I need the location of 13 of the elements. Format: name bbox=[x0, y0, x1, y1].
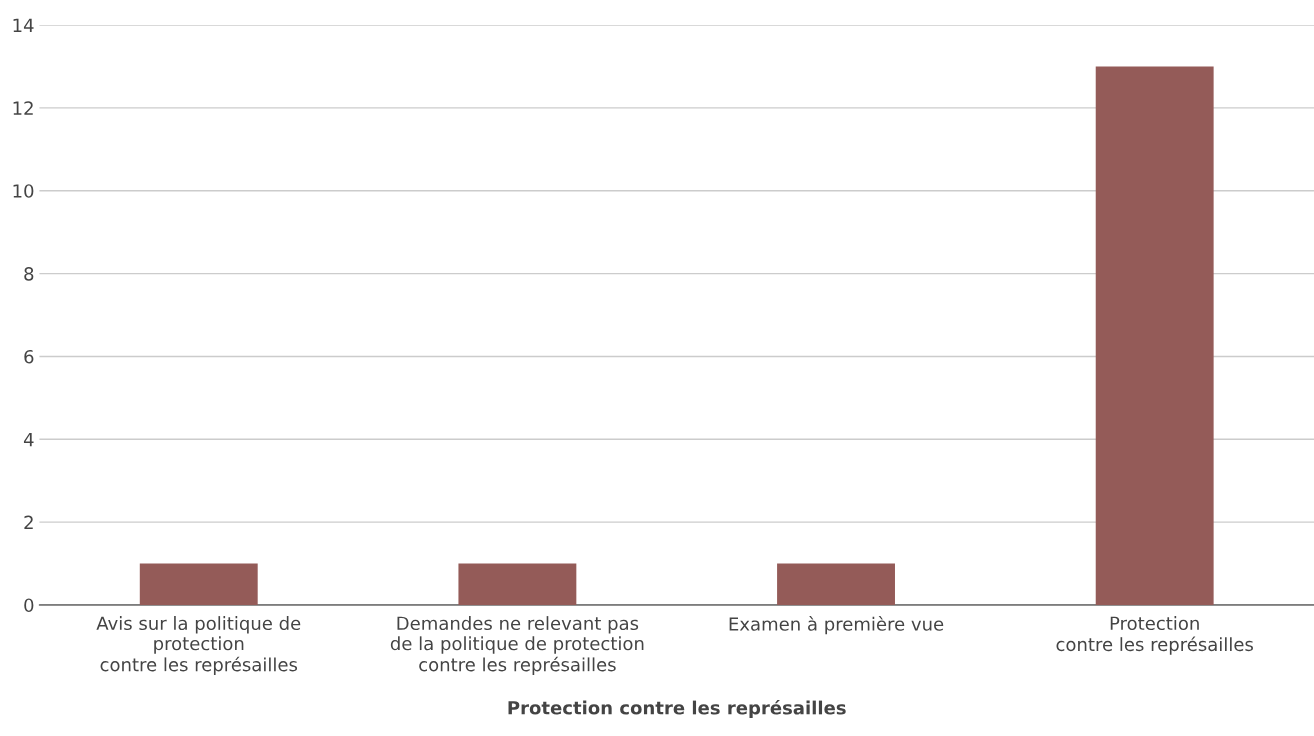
y-tick-label: 6 bbox=[24, 349, 34, 364]
y-tick-label: 14 bbox=[13, 18, 34, 32]
y-tick-label: 10 bbox=[13, 184, 34, 198]
y-tick-label: 0 bbox=[24, 598, 34, 613]
x-tick-label: Examen à première vue bbox=[729, 616, 944, 635]
y-tick-label: 4 bbox=[23, 432, 34, 447]
x-tick-label: Protection contre les représailles bbox=[1056, 616, 1253, 655]
y-tick-label: 8 bbox=[24, 267, 34, 281]
x-axis-title: Protection contre les représailles bbox=[508, 699, 846, 719]
y-tick-label: 2 bbox=[24, 515, 33, 529]
x-tick-label: Avis sur la politique de protection contre les représailles bbox=[96, 616, 301, 675]
x-tick-label: Demandes ne relevant pas de la politique de protection contre les représailles bbox=[390, 616, 644, 675]
y-tick-label: 12 bbox=[13, 101, 33, 115]
